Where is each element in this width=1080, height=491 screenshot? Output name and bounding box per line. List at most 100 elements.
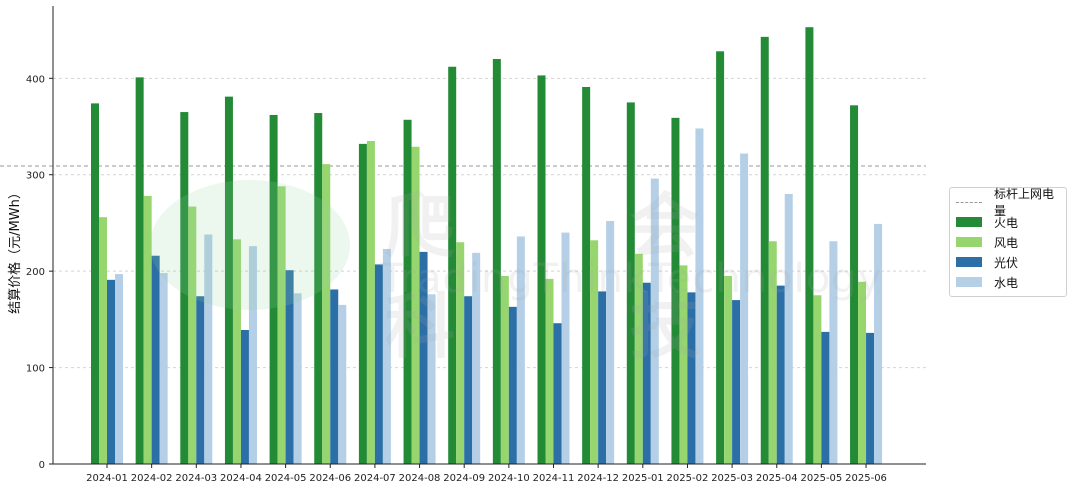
bar-solar [508,306,517,464]
bar-thermal [582,86,591,464]
x-tick-label: 2024-04 [220,473,262,484]
bar-wind [277,186,286,464]
bar-wind [366,140,375,464]
y-tick-label: 300 [26,171,45,182]
y-tick-label: 200 [26,267,45,278]
bar-solar [196,296,205,464]
x-tick-label: 2025-06 [845,473,887,484]
x-tick-label: 2025-02 [667,473,709,484]
bar-wind [768,241,777,464]
bar-thermal [269,114,278,465]
bar-wind [456,242,465,464]
axes [52,6,926,465]
bar-thermal [492,59,501,464]
legend-swatch-hydro-icon [956,277,982,287]
bar-wind [143,195,152,465]
bar-solar [687,292,696,464]
bar-solar [553,323,562,464]
bar-hydro [204,234,213,464]
bar-solar [598,291,607,464]
x-tick-label: 2025-04 [756,473,798,484]
x-tick-label: 2024-12 [577,473,619,484]
x-tick-label: 2024-07 [354,473,396,484]
bar-wind [724,275,733,464]
legend-swatch-wind-icon [956,237,982,247]
y-axis-label: 结算价格（元/MWh） [7,186,23,314]
legend-item-solar: 光伏 [956,252,1060,272]
bar-solar [151,255,160,464]
bar-solar [419,251,428,464]
bar-hydro [784,194,793,464]
legend-label-solar: 光伏 [994,255,1019,270]
bar-thermal [671,117,680,464]
bar-solar [330,289,339,464]
bar-thermal [135,77,144,465]
bar-hydro [516,236,525,464]
bar-solar [240,329,249,464]
legend-item-thermal: 火电 [956,212,1060,232]
bar-hydro [427,294,436,464]
legend-label-reference: 标杆上网电量 [994,187,1055,218]
bar-thermal [850,105,859,464]
bar-wind [411,146,420,465]
legend-item-wind: 风电 [956,232,1060,252]
x-tick-label: 2025-01 [622,473,664,484]
bar-thermal [180,112,189,464]
bar-wind [634,253,643,464]
legend: 标杆上网电量 火电 风电 光伏 水电 [949,187,1067,297]
x-tick-label: 2025-03 [711,473,753,484]
bar-thermal [760,36,769,464]
x-tick-label: 2024-03 [175,473,217,484]
bar-hydro [382,248,391,464]
bar-solar [374,264,383,464]
legend-swatch-solar-icon [956,257,982,267]
x-tick-label: 2024-08 [399,473,441,484]
bars [91,27,883,465]
legend-swatch-thermal-icon [956,217,982,227]
bar-thermal [716,51,725,464]
bar-hydro [159,273,168,464]
bar-wind [232,239,241,464]
bar-wind [813,295,822,464]
bar-hydro [248,246,257,464]
bar-hydro [829,241,838,464]
bar-thermal [448,66,457,464]
bar-hydro [650,178,659,464]
bar-thermal [224,96,233,464]
bar-thermal [314,113,323,464]
bar-solar [866,332,875,464]
bar-wind [500,275,509,464]
x-tick-label: 2025-05 [801,473,843,484]
bar-solar [642,282,651,464]
bar-thermal [626,102,635,464]
bar-wind [188,206,197,464]
bar-hydro [561,232,570,464]
x-tick-label: 2024-09 [443,473,485,484]
x-ticks: 2024-01 2024-02 2024-03 2024-04 2024-05 2024-… [86,464,887,484]
y-tick-label: 100 [26,364,45,375]
bar-thermal [805,27,814,464]
bar-thermal [537,75,546,464]
bar-solar [107,279,115,464]
legend-label-hydro: 水电 [994,275,1019,290]
x-tick-label: 2024-02 [131,473,173,484]
bar-wind [679,265,688,464]
bar-hydro [472,252,481,464]
bar-solar [285,270,294,464]
legend-label-wind: 风电 [994,235,1019,250]
x-tick-label: 2024-05 [265,473,307,484]
bar-thermal [403,119,412,464]
x-tick-label: 2024-06 [309,473,351,484]
bar-thermal [358,143,367,464]
bar-solar [732,300,741,464]
bar-hydro [338,304,347,464]
bar-hydro [740,153,749,464]
x-tick-label: 2024-01 [86,473,128,484]
y-ticks: 0 100 200 300 400 [26,74,53,471]
legend-label-thermal: 火电 [994,215,1019,230]
bar-hydro [695,128,704,464]
bar-wind [545,278,554,464]
bar-hydro [293,293,302,464]
bar-wind [590,240,599,464]
